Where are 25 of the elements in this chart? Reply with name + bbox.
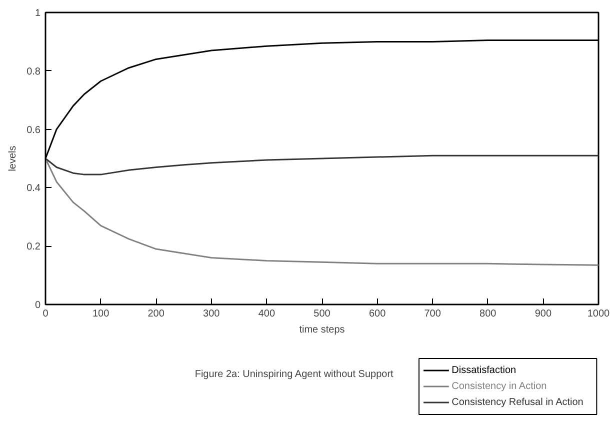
x-tick-label: 500 [314, 308, 331, 320]
x-tick-label: 600 [368, 308, 386, 320]
x-tick-label: 300 [203, 308, 220, 320]
x-tick-label: 800 [480, 308, 497, 320]
y-tick-label: 0.8 [26, 66, 41, 78]
x-tick-label: 200 [148, 308, 165, 320]
x-tick-label: 700 [424, 308, 442, 320]
caption: Figure 2a: Uninspiring Agent without Support [194, 369, 394, 380]
x-tick-label: 900 [534, 308, 552, 320]
x-tick-label: 1000 [587, 308, 610, 320]
x-axis-title: time steps [299, 324, 345, 336]
legend-label: Consistency Refusal in Action [452, 397, 584, 408]
y-axis-title: levels [8, 146, 19, 172]
x-tick-label: 0 [42, 308, 49, 320]
x-tick-label: 400 [258, 308, 276, 320]
y-tick-label: 0 [34, 300, 41, 311]
y-tick-label: 1 [34, 8, 41, 19]
line-series [46, 158, 598, 266]
line-series [46, 154, 598, 176]
legend-label: Dissatisfaction [452, 365, 516, 376]
y-tick-label: 0.4 [26, 183, 41, 194]
y-tick-label: 0.6 [26, 124, 41, 136]
legend-label: Consistency in Action [452, 381, 547, 392]
x-tick-label: 100 [92, 308, 110, 320]
y-tick-label: 0.2 [26, 242, 41, 253]
